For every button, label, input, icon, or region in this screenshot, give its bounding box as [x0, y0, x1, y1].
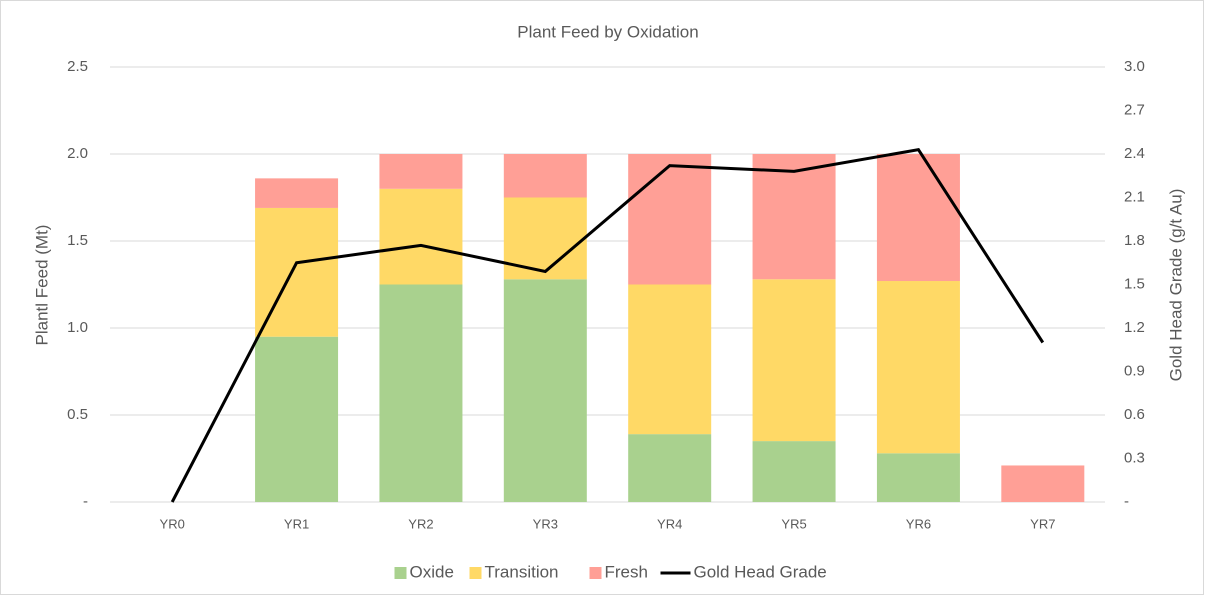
x-tick-label: YR1	[284, 516, 309, 531]
y2-tick-label: 1.8	[1124, 232, 1145, 249]
y-tick-label: 1.0	[67, 319, 88, 336]
bar-segment	[503, 197, 587, 280]
y2-tick-label: 2.7	[1124, 101, 1145, 118]
legend-swatch	[589, 567, 602, 579]
x-tick-label: YR5	[781, 516, 806, 531]
bar-segment	[379, 188, 463, 285]
y2-tick-label: 3.0	[1124, 58, 1145, 75]
y-axis-title: Plantl Feed (Mt)	[32, 225, 51, 346]
x-tick-label: YR3	[533, 516, 558, 531]
legend-label: Transition	[485, 562, 559, 581]
y2-tick-label: 0.3	[1124, 449, 1145, 466]
bar-segment	[379, 154, 463, 189]
bar-segment	[1001, 465, 1085, 502]
y2-tick-label: 2.1	[1124, 188, 1145, 205]
y-tick-label: 2.5	[67, 58, 88, 75]
y2-axis-title: Gold Head Grade (g/t Au)	[1166, 189, 1185, 382]
bar-segment	[628, 434, 712, 502]
bar-segment	[876, 154, 960, 282]
x-tick-label: YR6	[906, 516, 931, 531]
bar-segment	[379, 284, 463, 502]
chart-title: Plant Feed by Oxidation	[517, 22, 698, 41]
y-tick-label: 2.0	[67, 145, 88, 162]
bar-segment	[503, 279, 587, 502]
y2-tick-label: 0.6	[1124, 406, 1145, 423]
bar-segment	[876, 453, 960, 502]
y2-tick-label: 0.9	[1124, 362, 1145, 379]
line	[170, 148, 1045, 503]
y-tick-label: 0.5	[67, 406, 88, 423]
legend-label: Gold Head Grade	[694, 562, 827, 581]
y2-tick-label: -	[1124, 493, 1129, 510]
y-tick-label: -	[83, 493, 88, 510]
bar-segment	[255, 336, 339, 502]
legend-label: Oxide	[410, 562, 454, 581]
bar-segment	[752, 441, 836, 502]
bar-segment	[503, 154, 587, 198]
bar-segment	[752, 279, 836, 442]
bar-segment	[876, 281, 960, 454]
x-tick-label: YR2	[408, 516, 433, 531]
x-tick-label: YR4	[657, 516, 682, 531]
bar-segment	[628, 284, 712, 435]
bar-segment	[628, 154, 712, 285]
y2-tick-label: 1.2	[1124, 319, 1145, 336]
bar-segment	[255, 178, 339, 208]
y-tick-label: 1.5	[67, 232, 88, 249]
x-tick-label: YR0	[160, 516, 185, 531]
legend-swatch	[469, 567, 482, 579]
y2-tick-label: 2.4	[1124, 145, 1145, 162]
x-tick-label: YR7	[1030, 516, 1055, 531]
bar-segment	[752, 154, 836, 280]
legend-label: Fresh	[605, 562, 648, 581]
legend-swatch	[394, 567, 407, 579]
y2-tick-label: 1.5	[1124, 275, 1145, 292]
